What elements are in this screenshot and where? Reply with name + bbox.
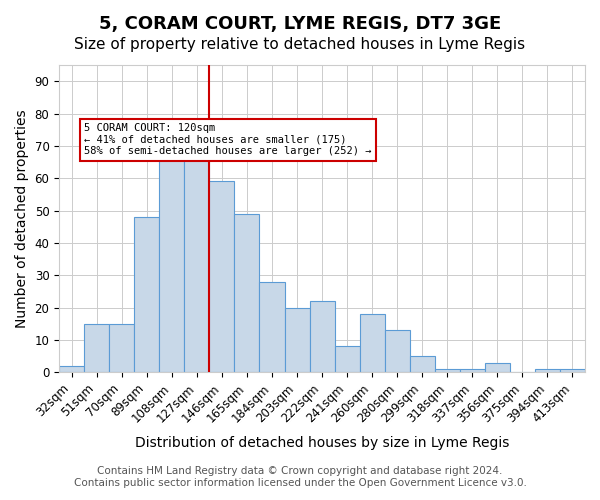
Text: 5, CORAM COURT, LYME REGIS, DT7 3GE: 5, CORAM COURT, LYME REGIS, DT7 3GE [99, 15, 501, 33]
Bar [109, 324, 134, 372]
Text: Contains HM Land Registry data © Crown copyright and database right 2024.
Contai: Contains HM Land Registry data © Crown c… [74, 466, 526, 487]
Bar [160, 159, 184, 372]
Y-axis label: Number of detached properties: Number of detached properties [15, 110, 29, 328]
Bar [385, 330, 410, 372]
Bar [84, 324, 109, 372]
Bar [284, 308, 310, 372]
Text: 5 CORAM COURT: 120sqm
← 41% of detached houses are smaller (175)
58% of semi-det: 5 CORAM COURT: 120sqm ← 41% of detached … [84, 123, 371, 156]
Bar [59, 366, 84, 372]
Bar [485, 362, 510, 372]
Bar [410, 356, 435, 372]
Text: Size of property relative to detached houses in Lyme Regis: Size of property relative to detached ho… [74, 38, 526, 52]
Bar [535, 369, 560, 372]
Bar [209, 182, 235, 372]
Bar [134, 217, 160, 372]
Bar [335, 346, 359, 372]
Bar [235, 214, 259, 372]
Bar [560, 369, 585, 372]
X-axis label: Distribution of detached houses by size in Lyme Regis: Distribution of detached houses by size … [135, 436, 509, 450]
Bar [259, 282, 284, 372]
Bar [184, 136, 209, 372]
Bar [359, 314, 385, 372]
Bar [460, 369, 485, 372]
Bar [435, 369, 460, 372]
Bar [310, 301, 335, 372]
